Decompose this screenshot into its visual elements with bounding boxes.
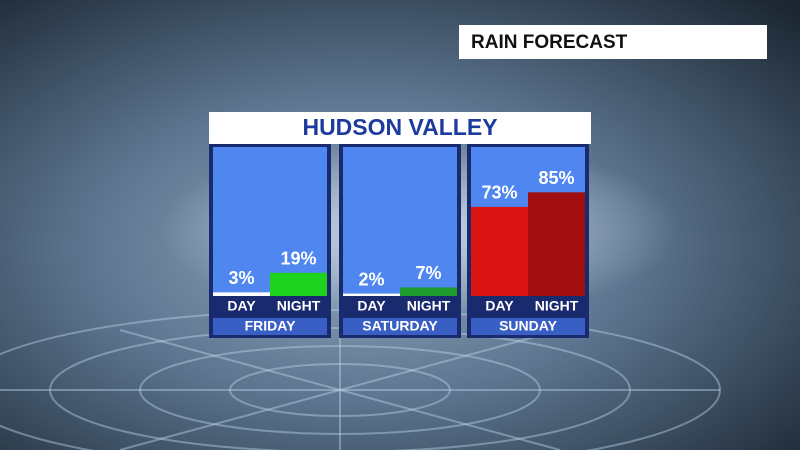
- bar: [213, 292, 270, 296]
- bar: [343, 293, 400, 296]
- x-tick-label: DAY: [357, 298, 386, 314]
- day-name: SUNDAY: [499, 318, 557, 334]
- x-tick-label: DAY: [485, 298, 514, 314]
- title-box: [209, 112, 591, 144]
- x-tick-label: NIGHT: [407, 298, 451, 314]
- value-label: 85%: [538, 168, 574, 188]
- day-name-band: [213, 318, 327, 335]
- day-name: FRIDAY: [245, 318, 296, 334]
- day-name-band: [471, 318, 585, 335]
- value-label: 19%: [280, 249, 316, 269]
- value-label: 73%: [481, 183, 517, 203]
- x-tick-label: DAY: [227, 298, 256, 314]
- x-tick-label: NIGHT: [277, 298, 321, 314]
- header-box: [459, 25, 767, 59]
- panel-plot: [213, 147, 327, 296]
- day-name: SATURDAY: [362, 318, 438, 334]
- day-name-band: [343, 318, 457, 335]
- x-tick-label: NIGHT: [535, 298, 579, 314]
- bar: [528, 192, 585, 296]
- header-label: RAIN FORECAST: [471, 32, 628, 53]
- panel-plot: [343, 147, 457, 296]
- value-label: 2%: [358, 269, 384, 289]
- bar: [400, 287, 457, 296]
- value-label: 7%: [415, 263, 441, 283]
- value-label: 3%: [228, 268, 254, 288]
- bar: [270, 272, 327, 296]
- chart-title: HUDSON VALLEY: [302, 114, 497, 140]
- bar: [471, 206, 528, 296]
